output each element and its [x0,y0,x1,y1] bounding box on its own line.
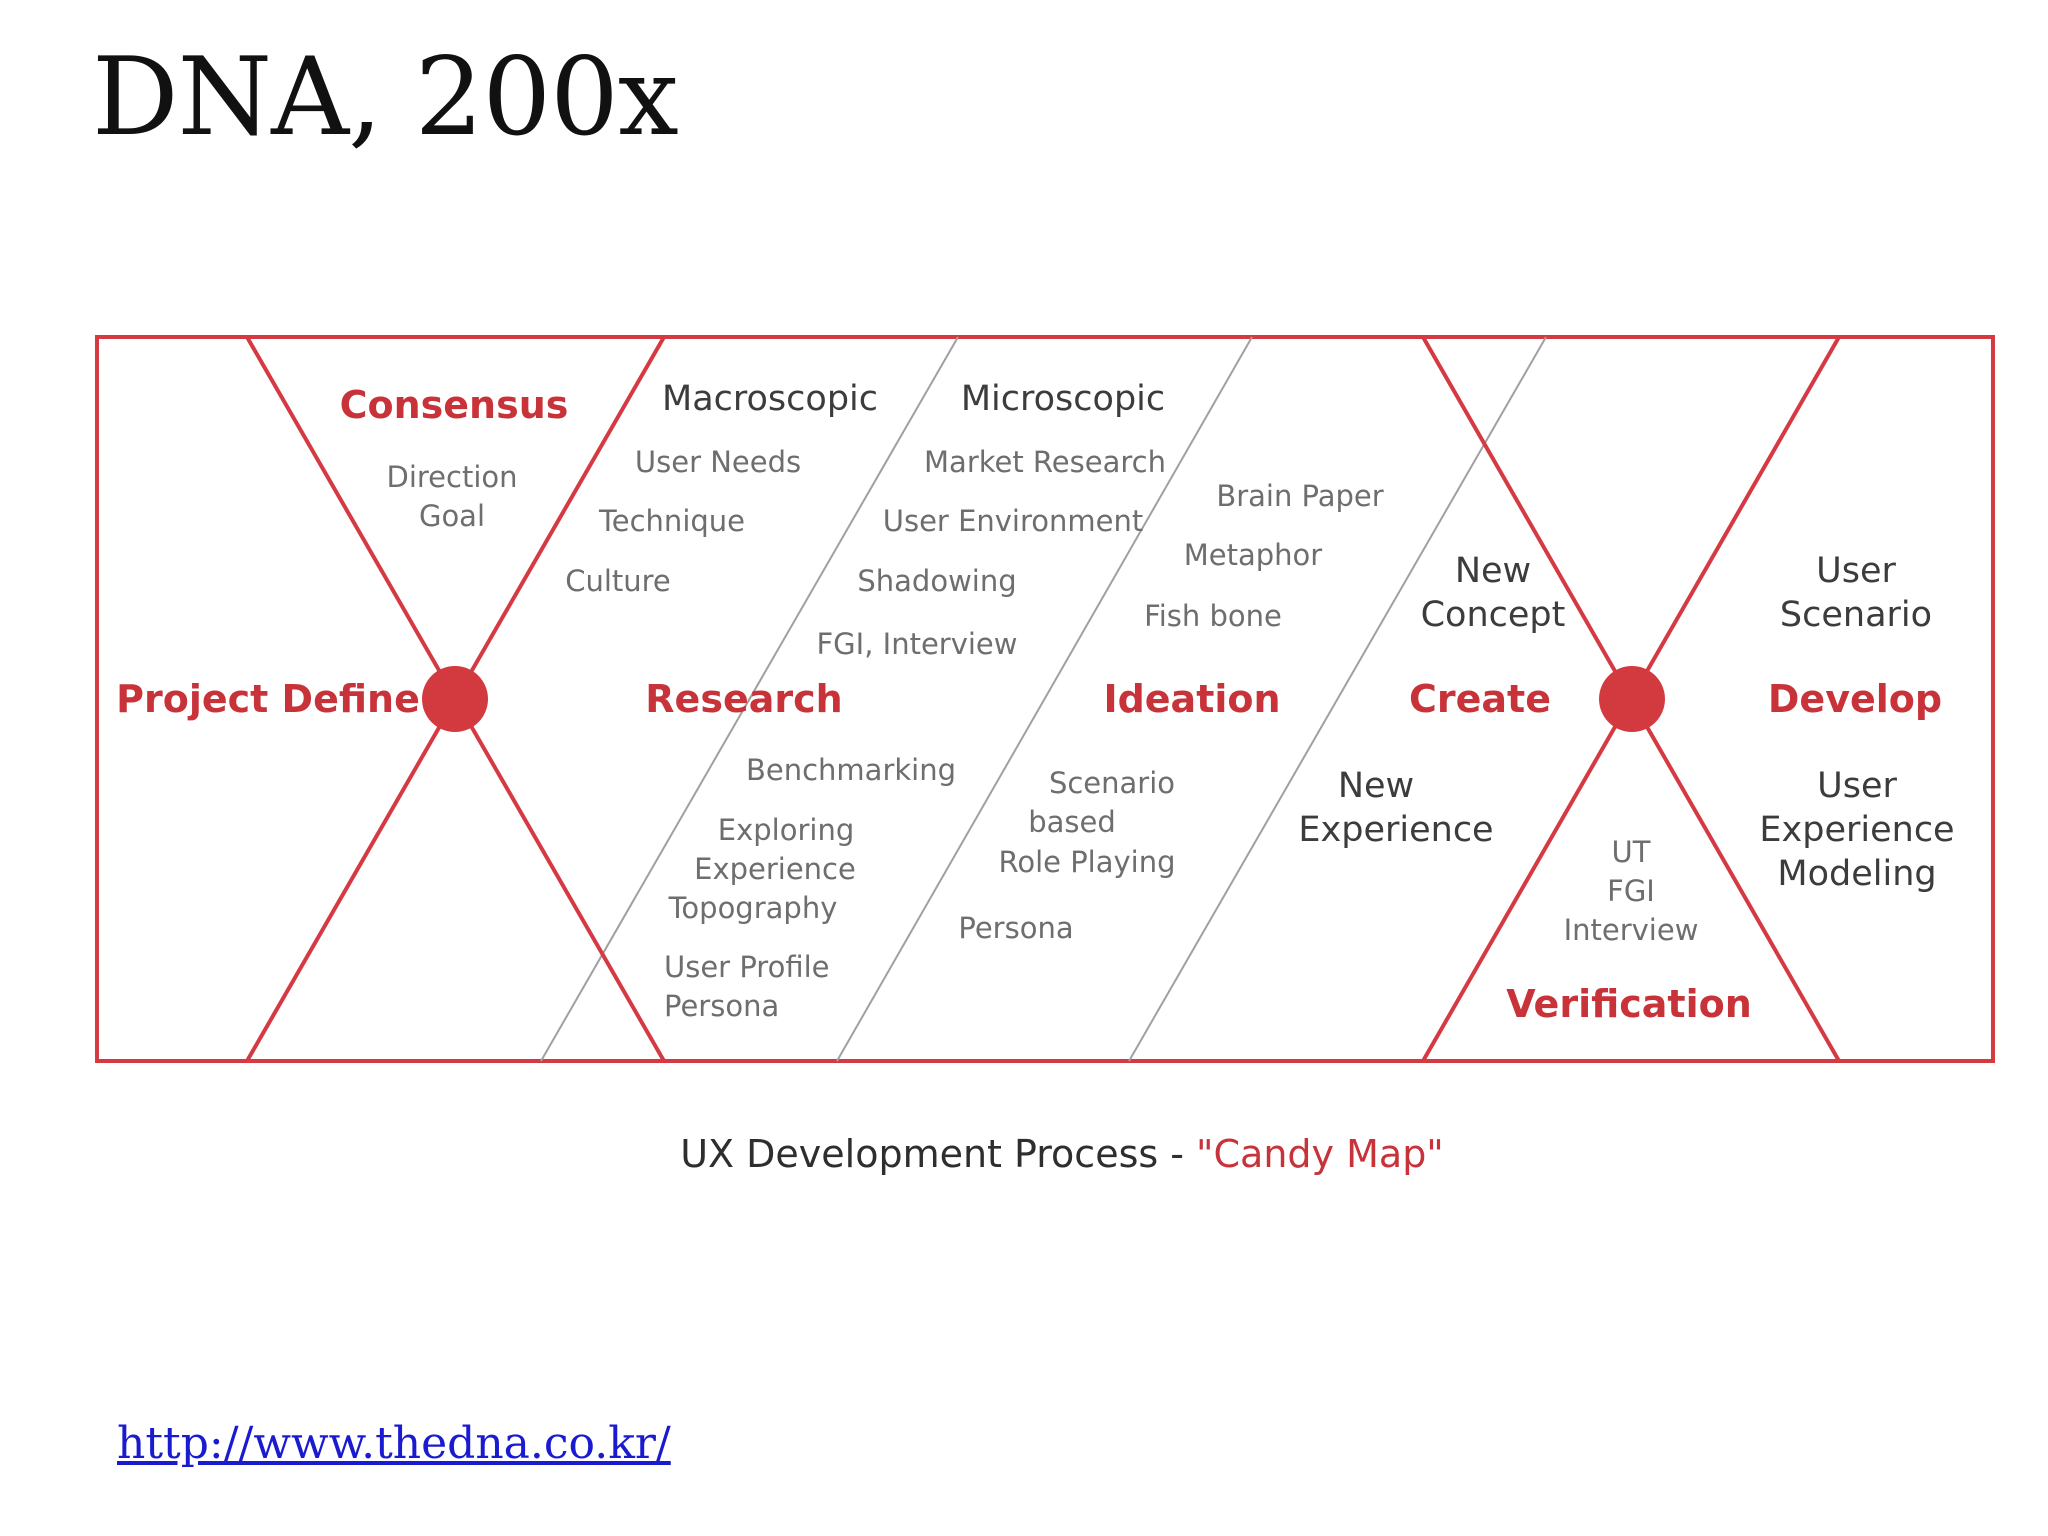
research-item-exploring: Topography [668,891,838,925]
research-item-benchmarking: Benchmarking [746,753,956,787]
research-item-user-profile: User Profile [664,950,830,984]
develop-item-user-scenario: Scenario [1780,595,1932,635]
microscopic-item: Shadowing [857,564,1016,598]
stage-project-define: Project Define [116,677,420,721]
create-item-new-concept: New [1455,551,1531,591]
research-item-exploring: Exploring [718,813,854,847]
develop-item-ux-modeling: Modeling [1777,854,1936,894]
divider-line [1128,336,1547,1062]
ideation-item-scenario: Scenario [1049,766,1175,800]
microscopic-item: FGI, Interview [817,627,1018,661]
caption-prefix: UX Development Process - [680,1132,1196,1176]
research-ideation-dividers [540,336,1547,1062]
microscopic-heading: Microscopic [961,379,1165,419]
verification-node [1599,666,1665,732]
verification-item: FGI [1607,874,1655,908]
macroscopic-item: Culture [565,564,671,598]
divider-line [836,336,1253,1062]
develop-item-ux-modeling: Experience [1759,810,1954,850]
research-item-exploring: Experience [694,852,856,886]
ideation-item-persona: Persona [958,911,1073,945]
stage-ideation: Ideation [1103,677,1280,721]
ideation-item-scenario: based [1028,805,1116,839]
source-link[interactable]: http://www.thedna.co.kr/ [117,1418,671,1469]
diagram-frame [95,335,1995,1063]
create-item-new-experience: Experience [1298,810,1493,850]
create-item-new-experience: New [1338,766,1414,806]
stage-develop: Develop [1768,677,1942,721]
caption-highlight: "Candy Map" [1196,1132,1444,1176]
verification-item: Interview [1564,913,1699,947]
macroscopic-item: Technique [598,504,745,538]
develop-item-user-scenario: User [1816,551,1896,591]
stage-consensus: Consensus [340,383,569,427]
verification-item: UT [1612,835,1651,869]
stage-research: Research [645,677,842,721]
ideation-item: Metaphor [1184,538,1323,572]
macroscopic-item: User Needs [635,445,801,479]
research-item-user-profile: Persona [664,989,779,1023]
microscopic-item: Market Research [924,445,1166,479]
microscopic-item: User Environment [883,504,1144,538]
stage-verification: Verification [1506,982,1752,1026]
ideation-item: Fish bone [1144,599,1282,633]
project-define-node [422,666,488,732]
create-item-new-concept: Concept [1421,595,1566,635]
divider-line [540,336,959,1062]
slide-title: DNA, 200x [92,35,679,160]
consensus-item: Direction [386,460,517,494]
consensus-item: Goal [419,499,485,533]
ideation-item: Brain Paper [1216,479,1383,513]
ideation-item-scenario: Role Playing [998,845,1175,879]
macroscopic-heading: Macroscopic [662,379,878,419]
diagram-caption: UX Development Process - "Candy Map" [680,1132,1444,1176]
develop-item-ux-modeling: User [1817,766,1897,806]
stage-create: Create [1409,677,1551,721]
